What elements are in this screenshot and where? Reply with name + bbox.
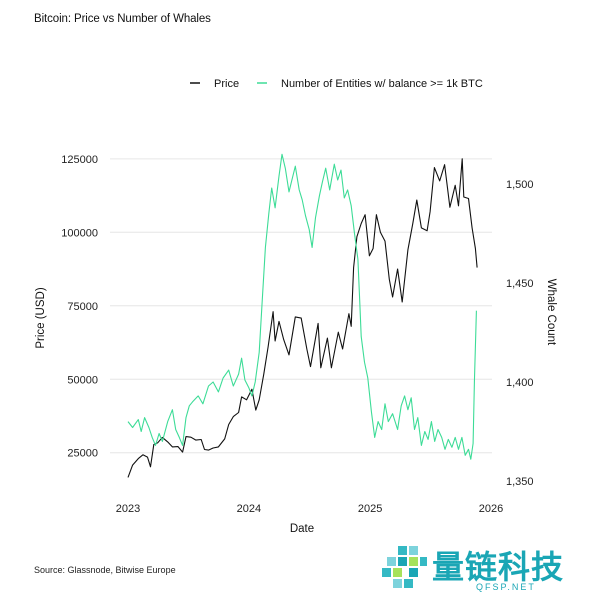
- axis-layer: 25000 50000 75000 100000 125000 1,350 1,400 1,4…: [35, 154, 557, 535]
- y-left-tick-label: 50000: [67, 374, 98, 386]
- series-layer: [127, 153, 478, 478]
- watermark-logo: 量链科技 QFSP.NET: [380, 540, 595, 598]
- x-tick-label: 2026: [479, 503, 503, 515]
- price-series-line: [127, 158, 478, 478]
- watermark-subtext: QFSP.NET: [476, 582, 536, 592]
- y-right-tick-label: 1,350: [506, 476, 534, 488]
- y-left-tick-label: 125000: [61, 154, 98, 166]
- y-left-axis-title: Price (USD): [35, 287, 47, 349]
- x-axis-title: Date: [290, 523, 314, 535]
- y-right-tick-label: 1,500: [506, 179, 534, 191]
- grid-layer: [110, 158, 492, 454]
- x-tick-label: 2024: [237, 503, 261, 515]
- x-tick-label: 2023: [116, 503, 140, 515]
- source-note: Source: Glassnode, Bitwise Europe: [34, 565, 176, 575]
- y-right-tick-label: 1,400: [506, 377, 534, 389]
- whale-series-line: [127, 153, 477, 460]
- legend-item-whales-label: Number of Entities w/ balance >= 1k BTC: [281, 78, 483, 90]
- y-right-axis-title: Whale Count: [545, 279, 557, 346]
- legend: Price Number of Entities w/ balance >= 1k…: [190, 78, 483, 90]
- y-right-tick-label: 1,450: [506, 278, 534, 290]
- y-left-tick-label: 25000: [67, 448, 98, 460]
- x-tick-label: 2025: [358, 503, 382, 515]
- y-left-tick-label: 75000: [67, 301, 98, 313]
- watermark-pixel-icon: [382, 546, 427, 588]
- chart-title: Bitcoin: Price vs Number of Whales: [34, 13, 211, 25]
- watermark-text: 量链科技: [432, 548, 565, 586]
- y-left-tick-label: 100000: [61, 227, 98, 239]
- legend-item-price-label: Price: [214, 78, 239, 90]
